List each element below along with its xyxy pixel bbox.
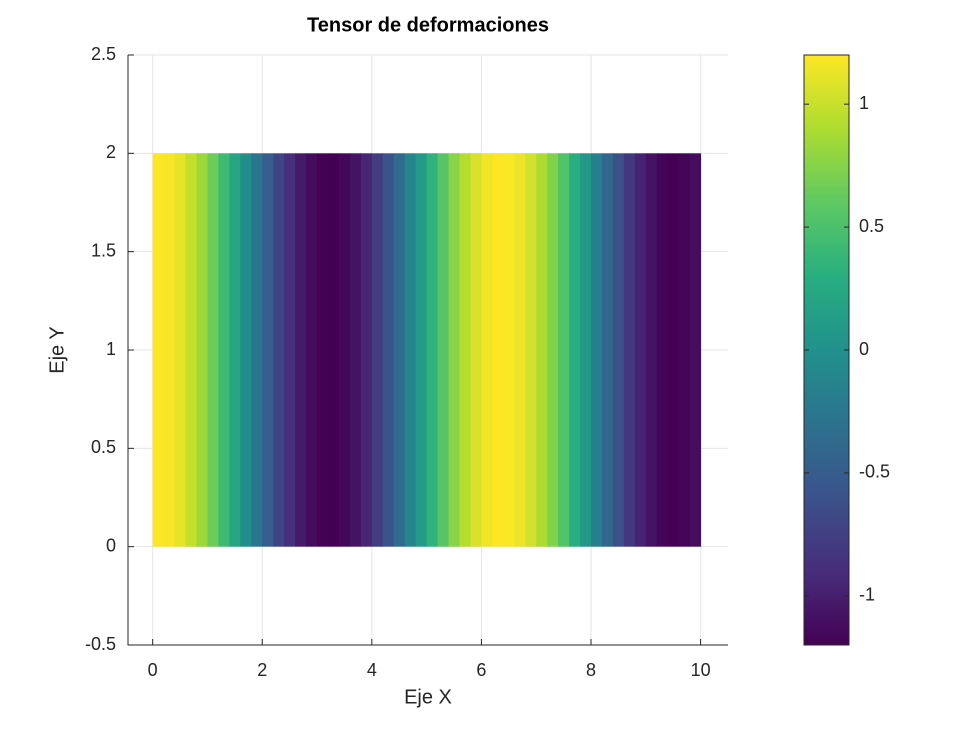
heatmap-cell	[371, 153, 384, 547]
heatmap-cell	[470, 153, 482, 547]
colorbar-tick-label: 0.5	[859, 216, 884, 236]
heatmap-cell	[415, 153, 428, 547]
heatmap-cell	[634, 153, 647, 547]
heatmap-cell	[514, 153, 526, 547]
x-tick-label: 2	[257, 660, 267, 680]
heatmap-cell	[459, 153, 471, 547]
heatmap-cell	[196, 153, 208, 547]
heatmap-cell	[689, 153, 702, 547]
heatmap-cell	[448, 153, 461, 547]
heatmap-cell	[349, 153, 362, 547]
heatmap-cell	[503, 153, 515, 547]
y-tick-label: -0.5	[85, 634, 116, 654]
heatmap-cell	[623, 153, 636, 547]
heatmap-cell	[262, 153, 274, 547]
chart-title: Tensor de deformaciones	[307, 14, 549, 36]
heatmap-cell	[382, 153, 395, 547]
heatmap-cell	[251, 153, 263, 547]
heatmap-cell	[601, 153, 614, 547]
heatmap-cell	[284, 153, 296, 547]
heatmap-cell	[580, 153, 592, 547]
heatmap-cell	[525, 153, 537, 547]
heatmap-cell	[667, 153, 680, 547]
heatmap-cell	[547, 153, 559, 547]
x-tick-label: 10	[691, 660, 711, 680]
x-tick-label: 0	[148, 660, 158, 680]
colorbar-tick-label: 0	[859, 339, 869, 359]
y-tick-label: 2.5	[91, 44, 116, 64]
colorbar-tick-label: -1	[859, 585, 875, 605]
heatmap-cell	[656, 153, 669, 547]
heatmap-cell	[152, 153, 165, 547]
heatmap-cell	[306, 153, 318, 547]
y-tick-label: 0	[106, 535, 116, 555]
heatmap-cell	[492, 153, 504, 547]
x-tick-label: 8	[586, 660, 596, 680]
heatmap-cell	[338, 153, 351, 547]
heatmap-cell	[229, 153, 241, 547]
heatmap-cell	[678, 153, 691, 547]
heatmap-cell	[174, 153, 187, 547]
heatmap-cell	[437, 153, 450, 547]
y-tick-label: 1	[106, 339, 116, 359]
heatmap-cell	[360, 153, 373, 547]
heatmap-cell	[328, 153, 340, 547]
heatmap-cell	[612, 153, 625, 547]
heatmap-cell	[273, 153, 285, 547]
colorbar-tick-label: -0.5	[859, 462, 890, 482]
colorbar-tick-label: 1	[859, 93, 869, 113]
heatmap-cell	[645, 153, 658, 547]
heatmap-cell	[591, 153, 603, 547]
heatmap-cell	[426, 153, 439, 547]
heatmap-cell	[218, 153, 230, 547]
x-tick-label: 6	[476, 660, 486, 680]
heatmap-cell	[207, 153, 219, 547]
y-axis-label: Eje Y	[46, 326, 68, 373]
heatmap-cell	[317, 153, 329, 547]
colorbar	[803, 54, 850, 646]
heatmap-cell	[393, 153, 406, 547]
heatmap-cell	[185, 153, 197, 547]
heatmap-cell	[295, 153, 307, 547]
y-tick-label: 2	[106, 142, 116, 162]
heatmap-cell	[404, 153, 417, 547]
heatmap-cell	[481, 153, 493, 547]
x-axis-label: Eje X	[404, 686, 452, 708]
heatmap-cell	[558, 153, 570, 547]
heatmap-cell	[163, 153, 176, 547]
y-tick-label: 0.5	[91, 437, 116, 457]
heatmap-cell	[569, 153, 581, 547]
x-tick-label: 4	[367, 660, 377, 680]
heatmap-cell	[240, 153, 252, 547]
y-tick-label: 1.5	[91, 240, 116, 260]
heatmap-cell	[536, 153, 548, 547]
